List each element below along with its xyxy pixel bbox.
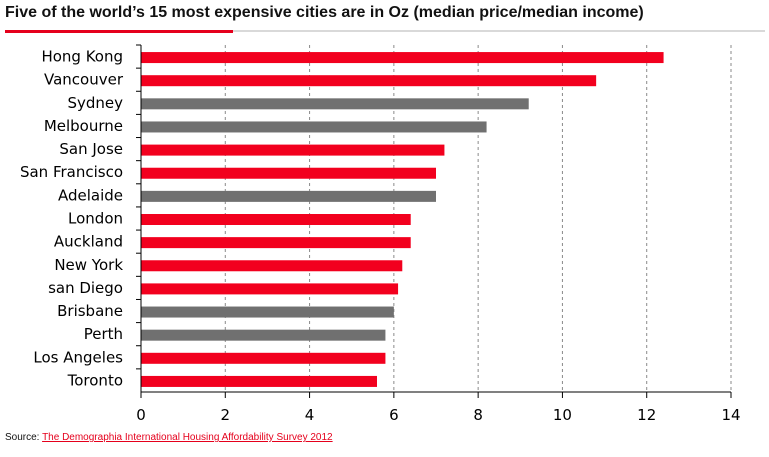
- source-link[interactable]: The Demographia International Housing Af…: [42, 432, 333, 443]
- bar-los-angeles: [141, 352, 386, 364]
- bar-brisbane: [141, 306, 394, 318]
- bar-hong-kong: [141, 52, 664, 64]
- category-label: Brisbane: [57, 302, 123, 320]
- bar-london: [141, 214, 411, 225]
- category-label: Perth: [84, 325, 123, 343]
- category-label: Melbourne: [44, 117, 123, 135]
- axes: [136, 44, 732, 398]
- title-accent-bar: [5, 30, 233, 33]
- bar-toronto: [141, 375, 377, 387]
- category-label: San Francisco: [20, 163, 123, 181]
- bar-san-francisco: [141, 167, 436, 179]
- category-label: Sydney: [67, 94, 123, 112]
- category-label: san Diego: [48, 279, 123, 297]
- x-tick-label: 14: [721, 406, 740, 424]
- chart-title: Five of the world’s 15 most expensive ci…: [5, 4, 644, 21]
- source-label: Source:: [5, 432, 43, 443]
- bar-melbourne: [141, 121, 487, 133]
- category-label: San Jose: [59, 140, 123, 158]
- category-label: Toronto: [67, 371, 123, 389]
- x-tick-label: 12: [637, 406, 656, 424]
- title-divider: [5, 30, 765, 32]
- x-tick-label: 0: [136, 406, 146, 424]
- category-label: New York: [54, 256, 123, 274]
- category-label: Los Angeles: [33, 348, 123, 366]
- x-tick-label: 8: [473, 406, 483, 424]
- bars: [141, 52, 664, 387]
- category-label: Auckland: [54, 233, 123, 251]
- x-tick-label: 4: [305, 406, 315, 424]
- category-label: Hong Kong: [41, 48, 123, 66]
- category-labels: Hong Kong Vancouver Sydney Melbourne San Jos…: [20, 48, 124, 390]
- bar-new-york: [141, 260, 403, 272]
- bar-san-diego: [141, 283, 399, 295]
- tick-labels: 0 2 4 6 8 10 12 14: [136, 406, 740, 424]
- bar-auckland: [141, 237, 411, 249]
- source-note: Source: The Demographia International Ho…: [5, 432, 333, 443]
- category-label: London: [68, 210, 123, 228]
- bar-san-jose: [141, 144, 445, 156]
- bar-perth: [141, 329, 386, 341]
- x-tick-label: 10: [553, 406, 572, 424]
- category-label: Vancouver: [44, 71, 124, 89]
- bar-adelaide: [141, 190, 436, 202]
- x-tick-label: 6: [389, 406, 399, 424]
- bar-sydney: [141, 98, 529, 110]
- x-tick-label: 2: [221, 406, 231, 424]
- bar-vancouver: [141, 75, 597, 87]
- category-label: Adelaide: [58, 186, 123, 204]
